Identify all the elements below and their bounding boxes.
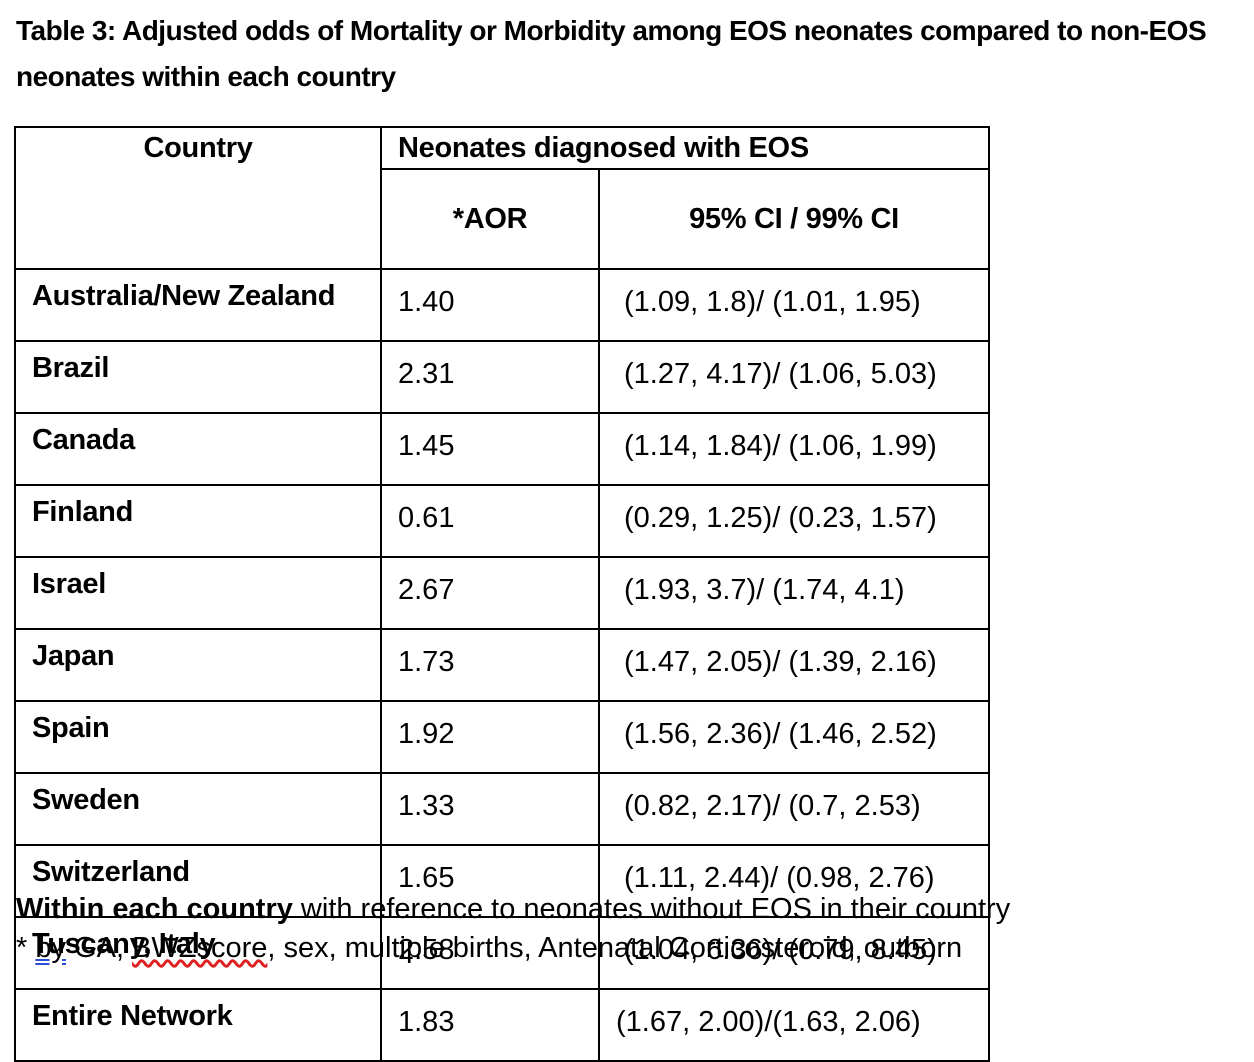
footnote-by: by (35, 932, 66, 964)
footnote-bold-lead: Within each country (16, 893, 293, 925)
footnote-covariates: , sex, multiple births, Antenatal Cortic… (267, 932, 963, 964)
footnote-adjustment: * by GA, BWZscore, sex, multiple births,… (16, 932, 962, 965)
table-row: Australia/New Zealand 1.40 (1.09, 1.8)/ … (14, 268, 990, 342)
table-row: Brazil 2.31 (1.27, 4.17)/ (1.06, 5.03) (14, 340, 990, 414)
footnote-asterisk: * (16, 932, 36, 964)
ci-cell: (1.09, 1.8)/ (1.01, 1.95) (598, 268, 990, 342)
ci-cell: (1.11, 2.44)/ (0.98, 2.76) (598, 844, 990, 918)
country-cell: Japan (14, 628, 382, 702)
aor-cell: 1.45 (380, 412, 600, 486)
country-cell: Canada (14, 412, 382, 486)
ci-cell: (1.04, 6.36)/ (0.79, 8.45) (598, 916, 990, 990)
country-cell: Tuscany, Italy (14, 916, 382, 990)
country-cell: Spain (14, 700, 382, 774)
aor-cell: 1.33 (380, 772, 600, 846)
ci-cell: (1.47, 2.05)/ (1.39, 2.16) (598, 628, 990, 702)
aor-cell: 0.61 (380, 484, 600, 558)
aor-cell: 1.65 (380, 844, 600, 918)
aor-cell: 2.31 (380, 340, 600, 414)
table-row: Israel 2.67 (1.93, 3.7)/ (1.74, 4.1) (14, 556, 990, 630)
country-cell: Switzerland (14, 844, 382, 918)
ci-cell: (0.82, 2.17)/ (0.7, 2.53) (598, 772, 990, 846)
aor-cell: 1.83 (380, 988, 600, 1062)
table-row: Sweden 1.33 (0.82, 2.17)/ (0.7, 2.53) (14, 772, 990, 846)
country-cell: Finland (14, 484, 382, 558)
table-row-total: Entire Network 1.83 (1.67, 2.00)/(1.63, … (14, 988, 990, 1062)
ci-cell: (1.67, 2.00)/(1.63, 2.06) (598, 988, 990, 1062)
ci-cell: (1.14, 1.84)/ (1.06, 1.99) (598, 412, 990, 486)
country-cell: Entire Network (14, 988, 382, 1062)
table-row: Tuscany, Italy 2.58 (1.04, 6.36)/ (0.79,… (14, 916, 990, 990)
aor-cell: 1.92 (380, 700, 600, 774)
table-row: Switzerland 1.65 (1.11, 2.44)/ (0.98, 2.… (14, 844, 990, 918)
country-cell: Israel (14, 556, 382, 630)
country-cell: Brazil (14, 340, 382, 414)
aor-cell: 1.40 (380, 268, 600, 342)
table-row: Japan 1.73 (1.47, 2.05)/ (1.39, 2.16) (14, 628, 990, 702)
table-title: Table 3: Adjusted odds of Mortality or M… (16, 15, 1207, 92)
header-aor: *AOR (380, 168, 600, 270)
table-row: Spain 1.92 (1.56, 2.36)/ (1.46, 2.52) (14, 700, 990, 774)
country-cell: Australia/New Zealand (14, 268, 382, 342)
aor-cell: 1.73 (380, 628, 600, 702)
table-row: Canada 1.45 (1.14, 1.84)/ (1.06, 1.99) (14, 412, 990, 486)
aor-cell: 2.67 (380, 556, 600, 630)
ci-cell: (1.93, 3.7)/ (1.74, 4.1) (598, 556, 990, 630)
footnote-reference: Within each country with reference to ne… (16, 893, 1010, 926)
country-cell: Sweden (14, 772, 382, 846)
ci-cell: (1.27, 4.17)/ (1.06, 5.03) (598, 340, 990, 414)
table-row: Finland 0.61 (0.29, 1.25)/ (0.23, 1.57) (14, 484, 990, 558)
header-country: Country (14, 126, 382, 270)
header-neonates-eos: Neonates diagnosed with EOS (380, 126, 990, 170)
ci-cell: (1.56, 2.36)/ (1.46, 2.52) (598, 700, 990, 774)
ci-cell: (0.29, 1.25)/ (0.23, 1.57) (598, 484, 990, 558)
footnote-reference-text: with reference to neonates without EOS i… (292, 893, 1011, 925)
footnote-ga: GA, (65, 932, 133, 964)
header-ci: 95% CI / 99% CI (598, 168, 990, 270)
footnote-bwzscore: BWZscore (132, 932, 268, 964)
aor-cell: 2.58 (380, 916, 600, 990)
